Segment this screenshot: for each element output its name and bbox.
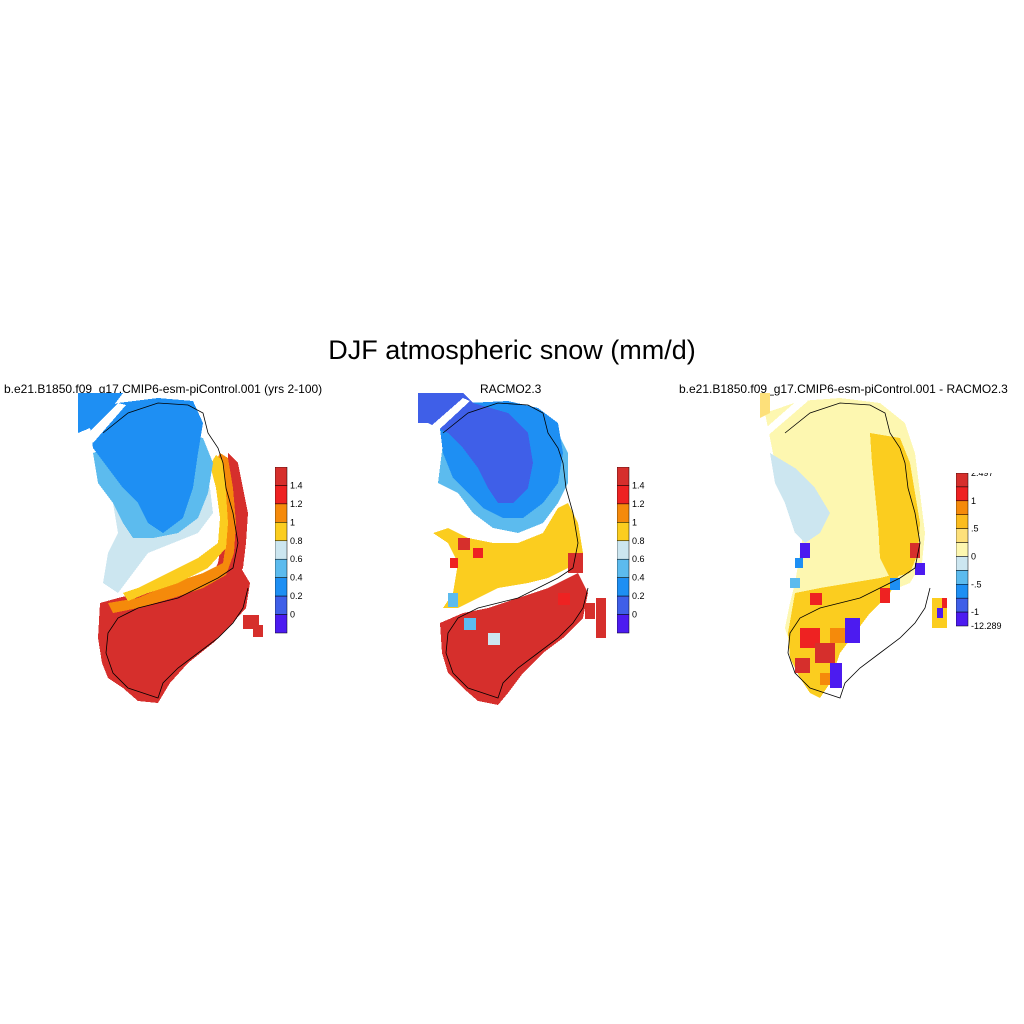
panel-observations-subtitle: RACMO2.3 (480, 382, 542, 396)
colorbar-tick-label: 0 (971, 551, 976, 561)
colorbar-swatch (617, 614, 630, 634)
colorbar-tick-label: 0 (290, 610, 295, 620)
colorbar-observations: 1.4 1.2 1 0.8 0.6 0.4 0.2 0 (617, 467, 645, 634)
figure-title: DJF atmospheric snow (mm/d) (328, 335, 696, 365)
colorbar-swatch (275, 595, 288, 615)
colorbar-tick-label: 1 (632, 517, 637, 527)
colorbar-swatch (956, 542, 969, 557)
colorbar-swatch (275, 577, 288, 597)
colorbar-tick-label: 0.2 (290, 591, 303, 601)
colorbar-swatch (275, 558, 288, 578)
colorbar-tick-label: 0.2 (632, 591, 645, 601)
panel-model-subtitle: b.e21.B1850.f09_g17.CMIP6-esm-piControl.… (4, 382, 323, 396)
colorbar-swatch (617, 540, 630, 560)
colorbar-swatch (956, 514, 969, 529)
colorbar-swatch (275, 614, 288, 634)
colorbar-swatch (275, 503, 288, 523)
colorbar-swatch (956, 584, 969, 599)
observations-snow-map (418, 393, 606, 705)
colorbar-swatch (956, 473, 969, 488)
colorbar-tick-label: 1 (971, 496, 976, 506)
difference-snow-map (760, 393, 947, 699)
colorbar-swatch (275, 467, 288, 486)
colorbar-swatch (275, 485, 288, 505)
colorbar-tick-label: 1.2 (290, 499, 303, 509)
colorbar-tick-label: -.5 (971, 579, 982, 589)
colorbar-swatch (617, 595, 630, 615)
colorbar-tick-label: -1 (971, 607, 979, 617)
colorbar-tick-label: 1.4 (290, 480, 303, 490)
colorbar-tick-label: .5 (971, 524, 979, 534)
colorbar-tick-label: 0.4 (290, 573, 303, 583)
colorbar-tick-label: 0 (632, 610, 637, 620)
colorbar-swatch (956, 500, 969, 515)
colorbar-swatch (275, 540, 288, 560)
colorbar-difference: 2.497 1 .5 0 -.5 -1 -12.289 (956, 473, 1002, 631)
colorbar-swatch (956, 597, 969, 613)
colorbar-swatch (617, 485, 630, 505)
colorbar-model: 1.4 1.2 1 0.8 0.6 0.4 0.2 0 (275, 467, 303, 634)
colorbar-tick-label: 0.6 (632, 554, 645, 564)
colorbar-tick-label: 0.4 (632, 573, 645, 583)
colorbar-swatch (617, 467, 630, 486)
colorbar-tick-label: 2.497 (971, 473, 994, 478)
panel-difference-subtitle: b.e21.B1850.f09_g17.CMIP6-esm-piControl.… (679, 382, 1008, 396)
colorbar-swatch (956, 556, 969, 571)
colorbar-swatch (956, 570, 969, 585)
colorbar-tick-label: 1.2 (632, 499, 645, 509)
colorbar-swatch (956, 486, 969, 502)
colorbar-tick-label: 0.8 (290, 536, 303, 546)
colorbar-tick-label: 0.8 (632, 536, 645, 546)
colorbar-tick-label: 1 (290, 517, 295, 527)
colorbar-swatch (956, 611, 969, 627)
colorbar-tick-label: -12.289 (971, 621, 1002, 631)
model-snow-map (78, 393, 263, 703)
colorbar-swatch (956, 528, 969, 543)
colorbar-swatch (275, 522, 288, 542)
colorbar-swatch (617, 577, 630, 597)
colorbar-tick-label: 0.6 (290, 554, 303, 564)
colorbar-swatch (617, 522, 630, 542)
colorbar-tick-label: 1.4 (632, 480, 645, 490)
colorbar-swatch (617, 558, 630, 578)
colorbar-swatch (617, 503, 630, 523)
